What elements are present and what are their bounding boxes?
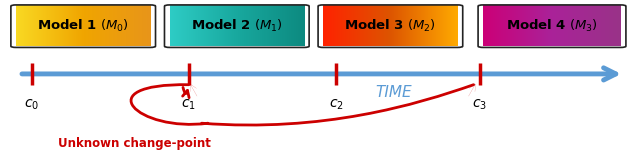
Text: $\mathbf{Model\ 4}$ $(M_{3})$: $\mathbf{Model\ 4}$ $(M_{3})$ [506, 18, 598, 34]
Text: $c_{1}$: $c_{1}$ [181, 97, 196, 112]
Text: $\mathbf{Model\ 3}$ $(M_{2})$: $\mathbf{Model\ 3}$ $(M_{2})$ [344, 18, 436, 34]
Text: $\mathbf{Model\ 2}$ $(M_{1})$: $\mathbf{Model\ 2}$ $(M_{1})$ [191, 18, 283, 34]
Text: $c_{2}$: $c_{2}$ [328, 97, 344, 112]
Text: $c_{0}$: $c_{0}$ [24, 97, 40, 112]
Text: $c_{3}$: $c_{3}$ [472, 97, 488, 112]
Text: Unknown change-point: Unknown change-point [58, 137, 211, 150]
Text: $\mathbf{Model\ 1}$ $(M_{0})$: $\mathbf{Model\ 1}$ $(M_{0})$ [37, 18, 129, 34]
Text: TIME: TIME [375, 85, 412, 100]
